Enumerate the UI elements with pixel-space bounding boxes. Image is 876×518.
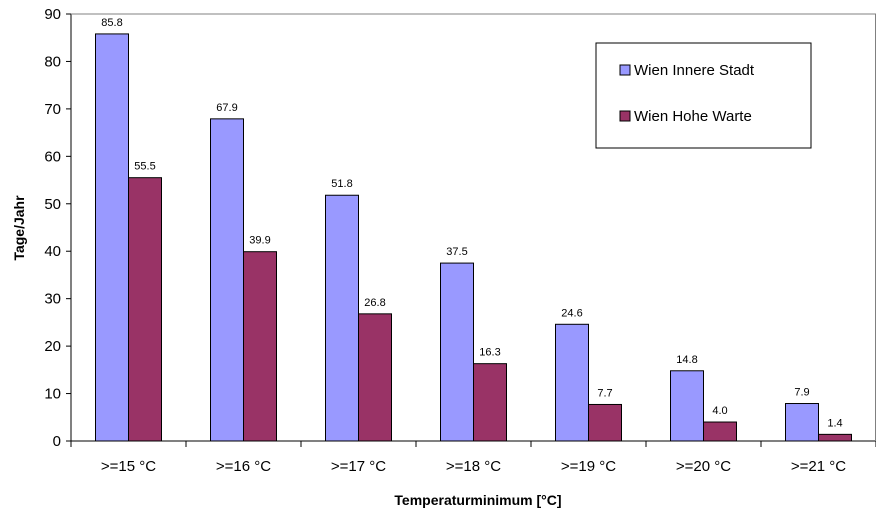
legend-swatch [619, 110, 631, 122]
y-tick-label: 40 [44, 243, 61, 260]
bar-hohe-warte [128, 177, 162, 442]
data-label: 24.6 [561, 307, 582, 319]
data-label: 16.3 [479, 347, 500, 359]
bar-hohe-warte [243, 251, 277, 442]
y-tick-label: 20 [44, 338, 61, 355]
x-tick-label: >=21 °C [791, 458, 846, 475]
y-tick-label: 90 [44, 6, 61, 23]
data-label: 39.9 [249, 235, 270, 247]
y-tick-label: 70 [44, 101, 61, 118]
data-label: 37.5 [446, 246, 467, 258]
bar-hohe-warte [703, 421, 737, 442]
data-label: 67.9 [216, 102, 237, 114]
data-label: 51.8 [331, 178, 352, 190]
x-tick-label: >=19 °C [561, 458, 616, 475]
bar-hohe-warte [358, 313, 392, 442]
bar-innere-stadt [210, 118, 244, 442]
bar-innere-stadt [670, 370, 704, 442]
y-tick-label: 0 [53, 433, 61, 450]
x-tick-label: >=20 °C [676, 458, 731, 475]
data-label: 26.8 [364, 297, 385, 309]
bar-innere-stadt [785, 403, 819, 442]
legend: Wien Innere Stadt Wien Hohe Warte [595, 42, 812, 149]
bar-innere-stadt [95, 33, 129, 442]
data-label: 55.5 [134, 161, 155, 173]
bar-hohe-warte [473, 363, 507, 442]
legend-label: Wien Innere Stadt [634, 62, 755, 79]
x-tick-label: >=15 °C [101, 458, 156, 475]
data-label: 14.8 [676, 354, 697, 366]
x-tick-label: >=16 °C [216, 458, 271, 475]
x-tick-label: >=17 °C [331, 458, 386, 475]
bar-hohe-warte [818, 433, 852, 442]
y-tick-label: 50 [44, 196, 61, 213]
data-label: 4.0 [712, 405, 727, 417]
data-labels: 85.8 67.9 51.8 37.5 24.6 14.8 7.9 55.5 39.9 26.8 1… [101, 17, 842, 429]
y-axis-title: Tage/Jahr [11, 195, 27, 261]
bar-innere-stadt [325, 194, 359, 442]
y-tick-label: 60 [44, 148, 61, 165]
bars [95, 33, 852, 442]
data-label: 7.9 [794, 387, 809, 399]
legend-box [595, 42, 812, 149]
legend-label: Wien Hohe Warte [634, 108, 752, 125]
data-label: 7.7 [597, 387, 612, 399]
axes: 0 10 20 30 40 50 60 70 80 90 >=15 °C >=16 °C >=17 °C… [44, 6, 876, 475]
legend-swatch [619, 64, 631, 76]
data-label: 1.4 [827, 417, 842, 429]
y-tick-label: 30 [44, 291, 61, 308]
y-tick-label: 10 [44, 386, 61, 403]
x-tick-label: >=18 °C [446, 458, 501, 475]
bar-innere-stadt [555, 323, 589, 442]
bar-hohe-warte [588, 403, 622, 442]
data-label: 85.8 [101, 17, 122, 29]
bar-innere-stadt [440, 262, 474, 442]
x-axis-title: Temperaturminimum [°C] [394, 492, 561, 508]
y-tick-label: 80 [44, 53, 61, 70]
